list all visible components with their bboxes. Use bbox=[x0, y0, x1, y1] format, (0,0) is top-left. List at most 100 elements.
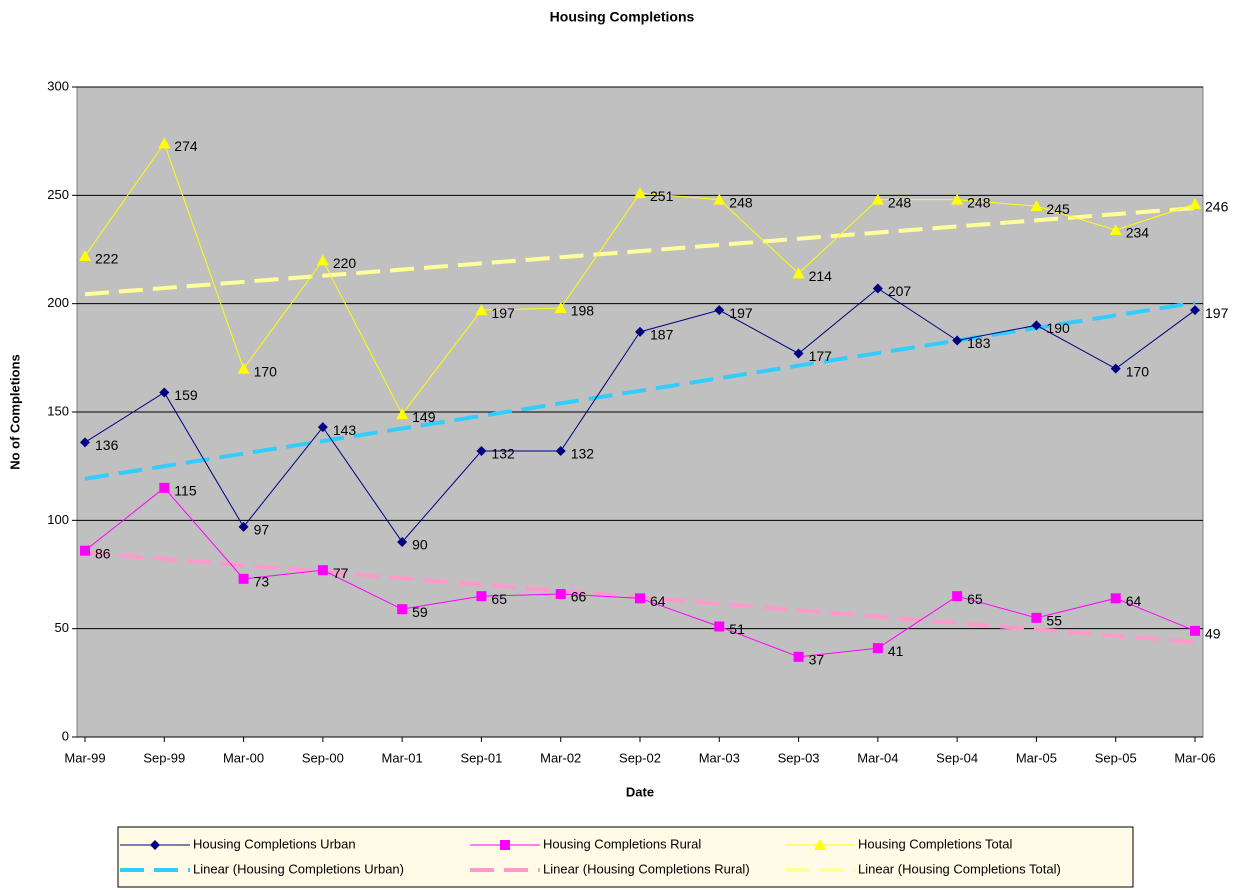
data-label: 197 bbox=[729, 305, 753, 321]
data-label: 220 bbox=[333, 255, 357, 271]
point bbox=[238, 573, 249, 584]
point bbox=[316, 254, 329, 266]
point bbox=[872, 643, 883, 654]
x-tick-label: Mar-03 bbox=[699, 750, 740, 765]
data-label: 77 bbox=[333, 565, 349, 581]
x-tick-label: Sep-04 bbox=[936, 750, 978, 765]
data-label: 73 bbox=[254, 574, 270, 590]
point bbox=[1190, 625, 1200, 636]
point bbox=[1110, 593, 1121, 604]
point bbox=[952, 335, 963, 346]
point bbox=[500, 840, 510, 850]
point bbox=[397, 604, 408, 615]
point bbox=[635, 593, 645, 604]
y-tick-label: 100 bbox=[47, 512, 69, 527]
point bbox=[238, 521, 249, 532]
data-label: 197 bbox=[1205, 305, 1229, 321]
data-label: 149 bbox=[412, 409, 436, 425]
legend-label: Housing Completions Rural bbox=[543, 836, 701, 851]
data-label: 86 bbox=[95, 545, 111, 561]
data-label: 159 bbox=[174, 387, 198, 403]
data-label: 251 bbox=[650, 188, 674, 204]
data-label: 187 bbox=[650, 327, 674, 343]
legend-label: Housing Completions Urban bbox=[193, 836, 356, 851]
x-tick-label: Mar-99 bbox=[64, 750, 105, 765]
point bbox=[80, 545, 90, 556]
data-label: 65 bbox=[967, 591, 983, 607]
data-label: 234 bbox=[1126, 225, 1150, 241]
y-tick-label: 200 bbox=[47, 295, 69, 310]
point bbox=[814, 839, 826, 850]
point bbox=[396, 408, 409, 420]
point bbox=[555, 589, 566, 599]
y-tick-label: 300 bbox=[47, 78, 69, 93]
point bbox=[1030, 200, 1043, 212]
x-axis-label: Date bbox=[626, 784, 654, 799]
y-axis-label: No of Completions bbox=[7, 354, 22, 470]
data-label: 214 bbox=[809, 268, 833, 284]
data-label: 115 bbox=[174, 483, 197, 499]
point bbox=[475, 304, 488, 316]
data-label: 245 bbox=[1046, 201, 1070, 217]
point bbox=[634, 187, 646, 199]
point bbox=[150, 840, 160, 850]
data-label: 90 bbox=[412, 537, 428, 553]
x-tick-label: Sep-05 bbox=[1095, 750, 1137, 765]
point bbox=[1031, 320, 1042, 331]
data-label: 41 bbox=[888, 643, 904, 659]
point bbox=[317, 565, 328, 576]
x-tick-label: Mar-01 bbox=[382, 750, 423, 765]
point bbox=[1110, 363, 1121, 374]
point bbox=[713, 193, 726, 205]
data-label: 170 bbox=[254, 363, 278, 379]
point bbox=[951, 193, 964, 205]
data-label: 37 bbox=[809, 652, 825, 668]
data-label: 59 bbox=[412, 604, 428, 620]
data-label: 197 bbox=[491, 305, 515, 321]
x-tick-label: Mar-06 bbox=[1174, 750, 1215, 765]
data-label: 64 bbox=[650, 593, 666, 609]
point bbox=[476, 591, 487, 602]
legend bbox=[117, 826, 1134, 888]
point bbox=[159, 482, 170, 493]
data-label: 248 bbox=[967, 194, 991, 210]
chart-title: Housing Completions bbox=[550, 9, 695, 25]
trendline bbox=[84, 205, 1196, 297]
point bbox=[397, 537, 408, 547]
data-label: 170 bbox=[1126, 363, 1150, 379]
legend-label: Linear (Housing Completions Urban) bbox=[193, 861, 404, 876]
x-tick-label: Sep-02 bbox=[619, 750, 661, 765]
point bbox=[793, 348, 804, 359]
x-tick-label: Sep-03 bbox=[778, 750, 820, 765]
data-label: 132 bbox=[491, 446, 515, 462]
data-label: 222 bbox=[95, 251, 119, 267]
y-tick-label: 0 bbox=[62, 728, 69, 743]
data-label: 64 bbox=[1126, 593, 1142, 609]
point bbox=[1109, 224, 1122, 235]
trendline bbox=[84, 300, 1196, 481]
point bbox=[555, 446, 566, 456]
point bbox=[952, 591, 963, 602]
point bbox=[872, 283, 883, 294]
data-label: 66 bbox=[571, 589, 587, 605]
data-label: 248 bbox=[729, 194, 753, 210]
data-label: 136 bbox=[95, 437, 119, 453]
point bbox=[792, 267, 805, 279]
data-label: 97 bbox=[254, 522, 270, 538]
data-label: 55 bbox=[1046, 613, 1062, 629]
point bbox=[714, 621, 725, 632]
data-label: 143 bbox=[333, 422, 357, 438]
point bbox=[1189, 198, 1201, 209]
data-label: 132 bbox=[571, 446, 595, 462]
point bbox=[1031, 612, 1042, 623]
x-tick-label: Sep-99 bbox=[143, 750, 185, 765]
legend-label: Housing Completions Total bbox=[858, 836, 1013, 851]
data-label: 49 bbox=[1205, 626, 1221, 642]
point bbox=[554, 302, 567, 313]
legend-label: Linear (Housing Completions Rural) bbox=[543, 861, 750, 876]
point bbox=[79, 250, 91, 261]
point bbox=[1190, 305, 1200, 316]
y-tick-label: 150 bbox=[47, 403, 69, 418]
data-label: 207 bbox=[888, 283, 912, 299]
